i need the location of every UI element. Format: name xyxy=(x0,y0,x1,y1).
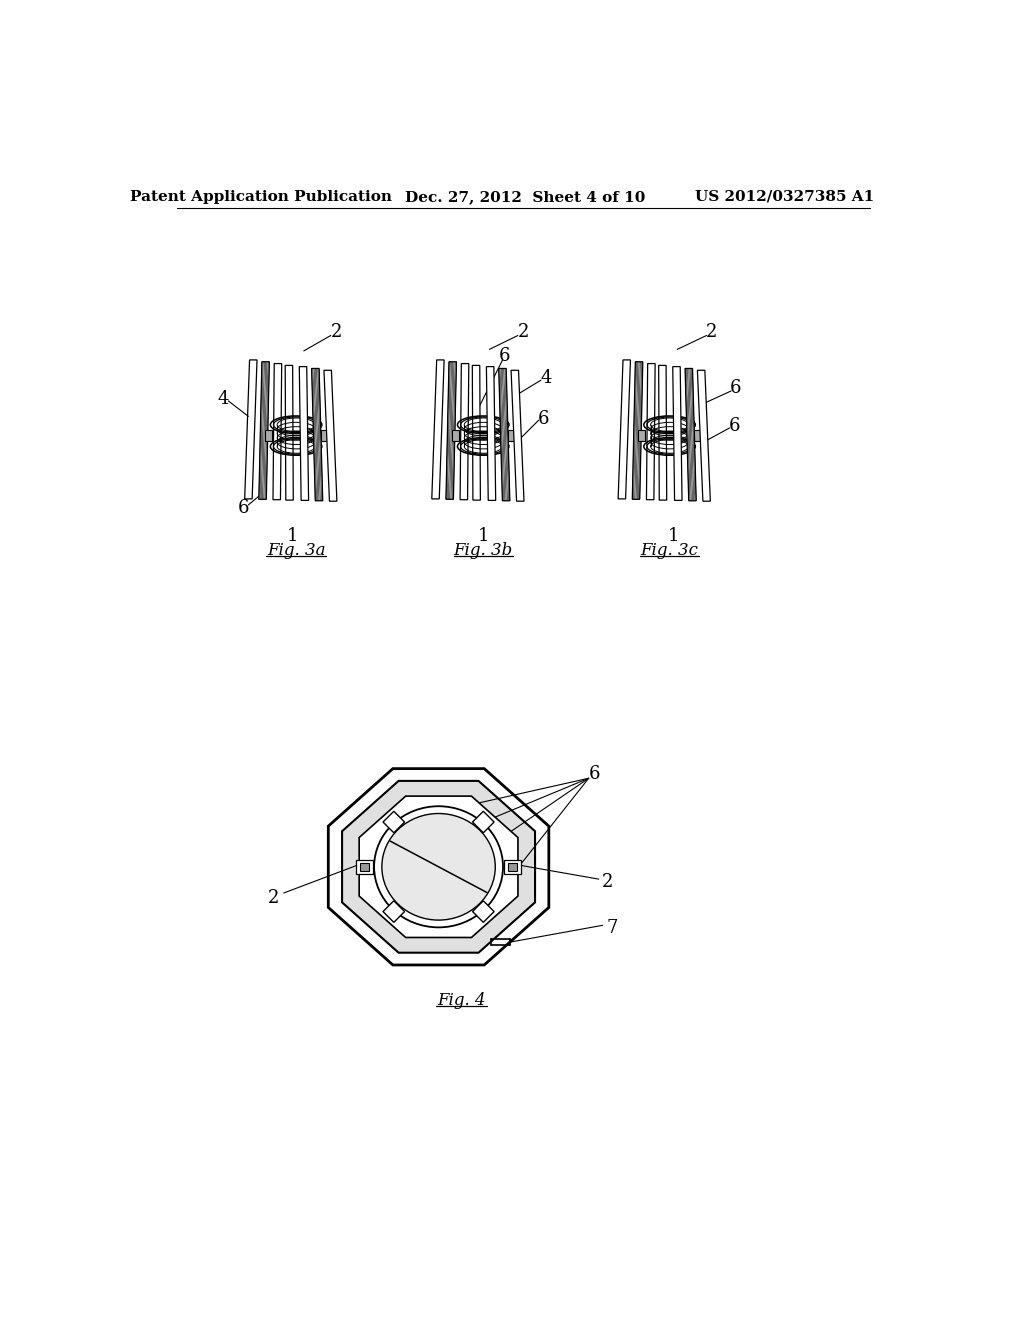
Polygon shape xyxy=(359,796,518,937)
Polygon shape xyxy=(697,371,711,502)
Text: 1: 1 xyxy=(477,527,489,545)
Polygon shape xyxy=(329,768,549,965)
Polygon shape xyxy=(508,863,517,871)
Text: 6: 6 xyxy=(538,409,549,428)
Text: 6: 6 xyxy=(730,379,741,397)
Polygon shape xyxy=(618,360,631,499)
Text: 2: 2 xyxy=(517,323,529,342)
Polygon shape xyxy=(324,371,337,502)
Polygon shape xyxy=(360,863,370,871)
Polygon shape xyxy=(673,367,682,500)
Text: 2: 2 xyxy=(706,323,717,342)
Polygon shape xyxy=(383,812,404,833)
Polygon shape xyxy=(273,363,282,500)
Polygon shape xyxy=(472,812,495,833)
Polygon shape xyxy=(511,371,524,502)
Text: Patent Application Publication: Patent Application Publication xyxy=(130,190,392,203)
Text: 7: 7 xyxy=(606,920,617,937)
Polygon shape xyxy=(694,430,700,441)
Text: 6: 6 xyxy=(499,347,511,364)
Polygon shape xyxy=(286,366,293,500)
Polygon shape xyxy=(245,360,257,499)
Polygon shape xyxy=(658,366,667,500)
Polygon shape xyxy=(472,900,495,923)
Polygon shape xyxy=(299,367,308,500)
Polygon shape xyxy=(499,368,510,500)
Polygon shape xyxy=(460,363,469,500)
Text: 2: 2 xyxy=(602,874,613,891)
Polygon shape xyxy=(265,430,271,441)
Polygon shape xyxy=(504,859,521,874)
Polygon shape xyxy=(638,430,645,441)
Text: 2: 2 xyxy=(267,888,279,907)
Text: Fig. 3b: Fig. 3b xyxy=(454,543,513,558)
Polygon shape xyxy=(321,430,328,441)
Text: Fig. 3a: Fig. 3a xyxy=(267,543,326,558)
Polygon shape xyxy=(685,368,696,500)
Polygon shape xyxy=(486,367,496,500)
Polygon shape xyxy=(356,859,374,874)
Polygon shape xyxy=(342,781,536,953)
Text: 6: 6 xyxy=(728,417,740,436)
Text: 1: 1 xyxy=(668,527,679,545)
Ellipse shape xyxy=(382,813,496,920)
Text: 2: 2 xyxy=(331,323,342,342)
Text: Dec. 27, 2012  Sheet 4 of 10: Dec. 27, 2012 Sheet 4 of 10 xyxy=(404,190,645,203)
Polygon shape xyxy=(646,363,655,500)
Text: 6: 6 xyxy=(589,766,601,783)
Polygon shape xyxy=(446,362,457,499)
Polygon shape xyxy=(472,366,480,500)
Text: Fig. 4: Fig. 4 xyxy=(437,993,486,1010)
Polygon shape xyxy=(432,360,444,499)
Text: 4: 4 xyxy=(217,389,228,408)
Polygon shape xyxy=(383,900,404,923)
Polygon shape xyxy=(311,368,323,500)
Text: US 2012/0327385 A1: US 2012/0327385 A1 xyxy=(695,190,874,203)
Polygon shape xyxy=(452,430,459,441)
Text: Fig. 3c: Fig. 3c xyxy=(641,543,698,558)
Polygon shape xyxy=(632,362,643,499)
Text: 4: 4 xyxy=(541,368,552,387)
Text: 1: 1 xyxy=(287,527,298,545)
Polygon shape xyxy=(508,430,514,441)
Ellipse shape xyxy=(374,807,503,928)
Text: 6: 6 xyxy=(238,499,250,517)
Polygon shape xyxy=(259,362,269,499)
